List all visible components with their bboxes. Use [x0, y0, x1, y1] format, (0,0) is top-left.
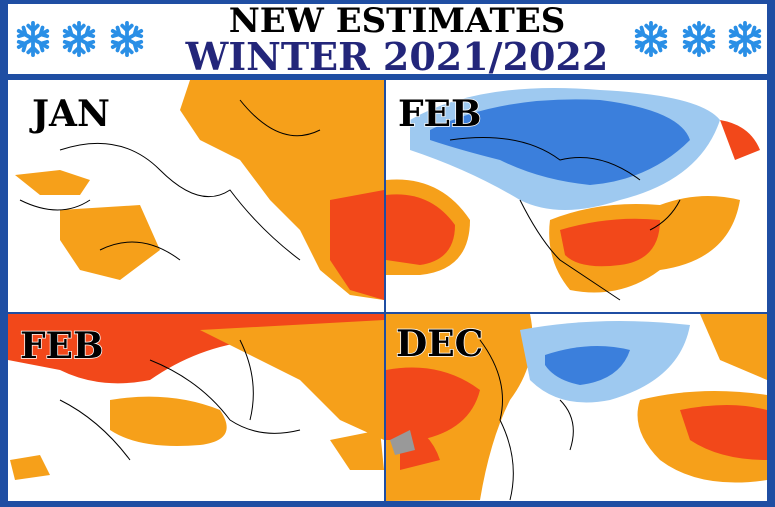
header-subtitle: WINTER 2021/2022: [185, 34, 609, 79]
map-jan: [8, 80, 384, 312]
panel-label: JAN: [29, 93, 110, 135]
header-bg: [8, 4, 767, 74]
header-title: NEW ESTIMATES: [229, 1, 566, 41]
panel-label: DEC: [396, 323, 483, 365]
panel-label: FEB: [398, 93, 481, 135]
map-feb-na: [386, 80, 767, 312]
panel-label: FEB: [20, 325, 103, 367]
map-feb-asia: [8, 314, 384, 501]
map-dec-pacific: [386, 314, 767, 501]
